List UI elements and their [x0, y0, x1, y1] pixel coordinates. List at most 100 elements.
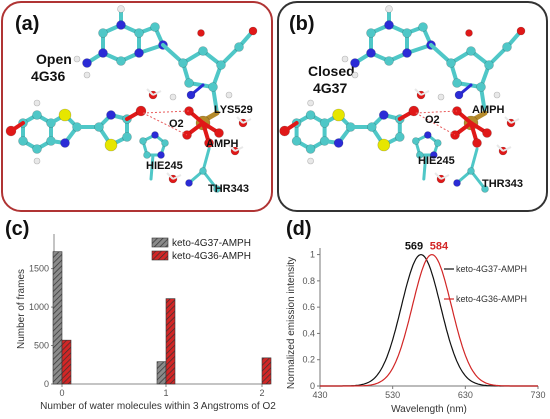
y-tick-label: 500 — [34, 341, 49, 351]
atom — [385, 5, 393, 13]
atom — [98, 48, 108, 58]
atom — [366, 28, 376, 38]
atom — [185, 179, 193, 187]
atom — [402, 28, 412, 38]
panel-label-b: (b) — [289, 13, 315, 35]
atom — [184, 78, 194, 88]
atom — [516, 26, 526, 36]
atom — [384, 20, 394, 30]
atom — [430, 151, 438, 159]
atom — [216, 60, 226, 70]
peak-label: 569 — [405, 241, 423, 253]
x-axis-label: Number of water molecules within 3 Angst… — [40, 401, 276, 412]
atom — [351, 71, 359, 79]
panel-d-emission-spectra: (d) 0 0.2 0.4 0.6 0.8 1 430 530 630 730 569 keto-4G… — [276, 214, 550, 419]
spectrum-line-keto-4g37 — [320, 254, 538, 387]
bond — [469, 169, 487, 191]
residue-label-o2: O2 — [169, 118, 184, 130]
atom — [379, 110, 389, 120]
atom — [482, 128, 492, 138]
atom — [213, 185, 221, 193]
x-tick-label: 430 — [312, 390, 327, 400]
atom — [214, 128, 224, 138]
bond — [422, 153, 428, 181]
pdb-label-4g36: 4G36 — [31, 68, 66, 84]
atom — [366, 48, 376, 58]
atom — [151, 131, 159, 139]
atom — [139, 137, 147, 145]
state-label-closed: Closed — [308, 63, 355, 79]
y-axis-label: Number of frames — [16, 269, 27, 349]
atom — [437, 93, 445, 101]
atom — [493, 91, 501, 99]
residue-label-lys529: LYS529 — [214, 104, 253, 116]
atom — [33, 99, 41, 107]
water-bond — [166, 172, 174, 180]
atom — [416, 151, 424, 159]
panel-label-d: (d) — [286, 218, 312, 240]
hbond — [142, 110, 190, 114]
water-bond — [146, 88, 154, 96]
water-bond — [504, 116, 512, 124]
atom — [143, 151, 151, 159]
water-count-bar-chart: 0 500 1000 1500 0 1 2 Number of frames Number of… — [16, 234, 276, 412]
legend-label: keto-4G37-AMPH — [172, 238, 251, 249]
atom — [305, 144, 316, 154]
x-axis-label: Wavelength (nm) — [391, 404, 467, 415]
atom — [350, 58, 360, 68]
y-tick-label: 0.2 — [302, 355, 315, 365]
atom — [333, 138, 344, 148]
atom — [384, 56, 394, 66]
bar-keto-4g37 — [156, 361, 167, 385]
residue-label-thr343: THR343 — [208, 183, 249, 195]
atom — [453, 179, 461, 187]
x-tick-label: 630 — [458, 390, 473, 400]
atom — [178, 58, 188, 68]
atom — [307, 157, 314, 165]
atom — [465, 29, 473, 37]
panel-label-a: (a) — [15, 13, 40, 35]
atom — [412, 137, 420, 145]
atom — [106, 110, 116, 120]
atom — [402, 48, 412, 58]
panel-c-histogram: (c) 0 500 1000 1500 0 1 2 Number of frames Numbe… — [0, 214, 276, 419]
atom — [135, 105, 147, 117]
atom — [33, 157, 41, 165]
atom — [157, 151, 165, 159]
atom — [418, 22, 428, 32]
atom — [150, 22, 160, 32]
atom — [32, 144, 42, 154]
bond — [469, 147, 479, 173]
water-bond — [414, 88, 422, 96]
atom — [94, 122, 104, 132]
molecule-sticks — [279, 5, 526, 193]
atom — [472, 138, 482, 148]
atom — [476, 82, 486, 92]
residue-label-amph: AMPH — [206, 138, 239, 150]
water-bond — [502, 146, 512, 152]
y-tick-label: 0 — [44, 379, 49, 389]
atom — [502, 42, 512, 52]
y-tick-label: 0.4 — [302, 328, 315, 338]
atom — [467, 167, 475, 175]
bond — [149, 153, 155, 181]
atom — [73, 55, 81, 63]
atom — [484, 60, 494, 70]
water-bond — [228, 144, 236, 152]
bar-keto-4g36 — [61, 339, 72, 385]
atom — [169, 93, 177, 101]
panel-label-c: (c) — [5, 218, 30, 240]
atom — [446, 58, 456, 68]
atom — [424, 131, 432, 139]
atom — [367, 122, 377, 132]
atom — [395, 132, 405, 142]
bond — [201, 147, 211, 173]
residue-label-o2: O2 — [425, 114, 440, 126]
atom — [161, 139, 169, 147]
atom — [98, 28, 108, 38]
atom — [116, 56, 126, 66]
peak-label: 584 — [430, 241, 449, 253]
y-tick-label: 1000 — [29, 302, 49, 312]
bar-keto-4g36 — [165, 298, 176, 385]
atom — [104, 138, 118, 152]
